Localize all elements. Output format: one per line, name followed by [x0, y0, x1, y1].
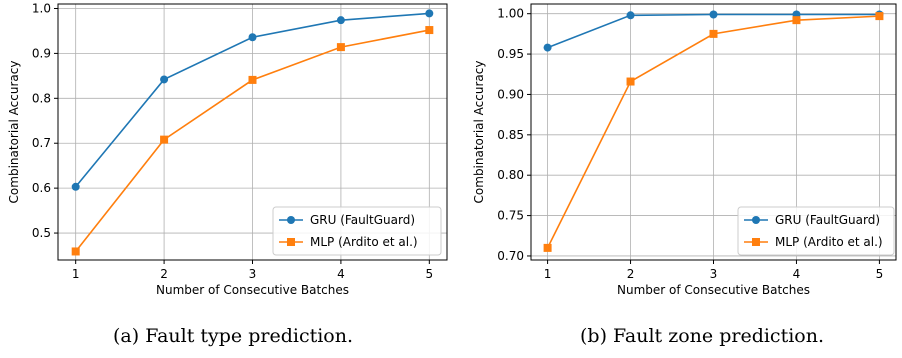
data-point-gru: [336, 16, 345, 25]
legend: GRU (FaultGuard) MLP (Ardito et al.): [272, 206, 442, 256]
x-tick-label: 3: [710, 267, 718, 281]
data-point-gru: [709, 10, 718, 19]
data-point-gru: [71, 182, 80, 191]
data-point-gru: [160, 75, 169, 84]
y-axis-label: Combinatorial Accuracy: [7, 61, 21, 204]
legend-label: MLP (Ardito et al.): [775, 235, 883, 249]
x-axis-label: Number of Consecutive Batches: [617, 283, 810, 297]
data-point-mlp: [543, 243, 552, 252]
x-tick-label: 5: [425, 267, 433, 281]
y-tick-label: 1.00: [497, 7, 524, 21]
legend-label: GRU (FaultGuard): [775, 213, 880, 227]
y-tick-label: 0.80: [497, 168, 524, 182]
x-tick-label: 5: [876, 267, 884, 281]
y-tick-label: 0.95: [497, 47, 524, 61]
data-point-gru: [626, 11, 635, 20]
y-tick-label: 0.75: [497, 209, 524, 223]
data-point-mlp: [248, 75, 257, 84]
y-tick-label: 0.5: [32, 226, 51, 240]
chart-panel-1: 1 2 3 4 5 0.5 0.6 0.7 0.8 0.9 1.0 Number of Consecu…: [7, 1, 448, 297]
legend: GRU (FaultGuard) MLP (Ardito et al.): [737, 206, 895, 256]
data-point-mlp: [71, 247, 80, 256]
data-point-mlp: [792, 16, 801, 25]
x-tick-label: 2: [160, 267, 168, 281]
data-point-mlp: [425, 26, 434, 35]
legend-box: [737, 206, 895, 256]
y-tick-label: 0.9: [32, 46, 51, 60]
y-tick-label: 0.85: [497, 128, 524, 142]
data-point-mlp: [875, 12, 884, 21]
y-tick-label: 0.90: [497, 87, 524, 101]
legend-marker-square: [752, 238, 760, 246]
caption-b: (b) Fault zone prediction.: [580, 325, 825, 347]
legend-label: MLP (Ardito et al.): [310, 235, 418, 249]
legend-marker-circle: [287, 216, 295, 224]
x-tick-label: 1: [72, 267, 80, 281]
legend-marker-square: [287, 238, 295, 246]
data-point-gru: [543, 43, 552, 52]
data-point-mlp: [626, 77, 635, 86]
y-tick-label: 0.70: [497, 249, 524, 263]
y-axis-label: Combinatorial Accuracy: [472, 61, 486, 204]
caption-a: (a) Fault type prediction.: [113, 325, 354, 347]
legend-label: GRU (FaultGuard): [310, 213, 415, 227]
x-tick-label: 3: [249, 267, 257, 281]
data-point-mlp: [160, 135, 169, 144]
y-tick-label: 0.6: [32, 181, 51, 195]
data-point-gru: [248, 33, 257, 42]
x-tick-label: 4: [793, 267, 801, 281]
x-axis-label: Number of Consecutive Batches: [156, 283, 349, 297]
legend-marker-circle: [752, 216, 760, 224]
y-tick-label: 1.0: [32, 1, 51, 15]
data-point-gru: [425, 9, 434, 18]
legend-box: [272, 206, 442, 256]
data-point-mlp: [709, 29, 718, 38]
x-tick-label: 4: [337, 267, 345, 281]
x-tick-label: 2: [627, 267, 635, 281]
chart-panel-2: 1 2 3 4 5 0.70 0.75 0.80 0.85 0.90 0.95 1.00 Number …: [472, 3, 897, 297]
y-tick-label: 0.8: [32, 91, 51, 105]
data-point-mlp: [336, 43, 345, 52]
x-tick-label: 1: [544, 267, 552, 281]
y-tick-label: 0.7: [32, 136, 51, 150]
